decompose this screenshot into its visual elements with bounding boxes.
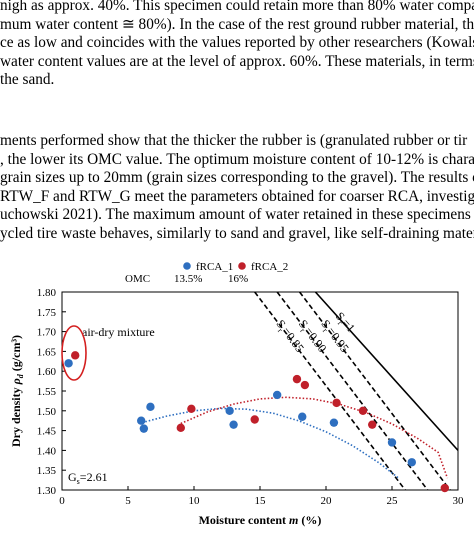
legend-marker-series-1 bbox=[183, 262, 191, 270]
text-line: , the lower its OMC value. The optimum m… bbox=[0, 150, 474, 168]
x-tick-label: 15 bbox=[255, 495, 267, 507]
text-line: mum water content ≅ 80%). In the case of… bbox=[0, 15, 474, 33]
legend-label-series-1: fRCA_1 bbox=[196, 261, 233, 273]
y-tick-label: 1.60 bbox=[37, 366, 57, 378]
x-tick-label: 20 bbox=[321, 495, 333, 507]
x-axis-title: Moisture content m (%) bbox=[199, 513, 322, 527]
text-line: ments performed show that the thicker th… bbox=[0, 132, 468, 149]
saturation-line bbox=[254, 291, 406, 491]
data-point-series-2 bbox=[292, 374, 302, 384]
data-point-series-2 bbox=[332, 398, 341, 408]
saturation-line bbox=[276, 291, 429, 491]
plot-area bbox=[61, 291, 459, 491]
legend-label-series-2: fRCA_2 bbox=[251, 261, 288, 273]
data-point-series-1 bbox=[146, 402, 155, 412]
omc-value-series-2: 16% bbox=[228, 273, 248, 285]
text-line: RTW_F and RTW_G meet the parameters obta… bbox=[0, 187, 474, 205]
y-tick-label: 1.50 bbox=[37, 406, 57, 418]
trend-lines bbox=[138, 396, 449, 479]
data-point-series-1 bbox=[329, 418, 339, 427]
data-point-series-2 bbox=[358, 406, 368, 415]
data-point-series-2 bbox=[176, 423, 185, 433]
data-point-series-2 bbox=[187, 404, 196, 414]
text-line: the sand. bbox=[0, 71, 55, 88]
specific-gravity-label: Gs=2.61 bbox=[68, 470, 108, 486]
data-point-series-2 bbox=[71, 351, 80, 360]
data-point-series-1 bbox=[137, 416, 146, 425]
data-point-series-1 bbox=[387, 438, 397, 447]
data-point-series-1 bbox=[229, 420, 238, 429]
data-point-series-1 bbox=[298, 412, 307, 421]
x-tick-label: 10 bbox=[189, 495, 201, 507]
y-tick-label: 1.55 bbox=[37, 386, 57, 398]
omc-label: OMC bbox=[125, 273, 150, 285]
paragraph-top: nigh as approx. 40%. This specimen could… bbox=[0, 0, 474, 90]
paragraph-middle: ments performed show that the thicker th… bbox=[0, 132, 474, 243]
y-tick-label: 1.65 bbox=[37, 346, 57, 358]
x-tick-label: 30 bbox=[453, 495, 465, 507]
y-tick-label: 1.30 bbox=[37, 485, 57, 497]
saturation-line bbox=[298, 291, 451, 491]
air-dry-label: air-dry mixture bbox=[82, 325, 155, 339]
x-tick-label: 0 bbox=[59, 495, 65, 507]
y-tick-label: 1.35 bbox=[37, 465, 57, 477]
data-point-series-1 bbox=[139, 424, 149, 433]
text-line: water content values are at the level of… bbox=[0, 52, 474, 70]
omc-value-series-1: 13.5% bbox=[174, 273, 202, 285]
legend-marker-series-2 bbox=[238, 262, 246, 270]
data-points bbox=[64, 351, 449, 493]
y-tick-label: 1.45 bbox=[37, 426, 57, 438]
legend: fRCA_1 fRCA_2 OMC 13.5% 16% bbox=[125, 261, 288, 285]
saturation-line-label: Sr=1 bbox=[331, 309, 358, 336]
y-axis-title: Dry density ρd (g/cm³) bbox=[9, 335, 25, 447]
text-line: uchowski 2021). The maximum amount of wa… bbox=[0, 206, 474, 223]
data-point-series-1 bbox=[64, 359, 73, 368]
data-point-series-2 bbox=[250, 415, 259, 424]
data-point-series-2 bbox=[368, 420, 377, 429]
x-tick-label: 25 bbox=[387, 495, 399, 507]
trend-line-series-2 bbox=[180, 396, 449, 479]
y-tick-label: 1.40 bbox=[37, 445, 57, 457]
air-dry-ellipse bbox=[61, 325, 87, 381]
data-point-series-2 bbox=[300, 380, 310, 390]
text-line: nigh as approx. 40%. This specimen could… bbox=[0, 0, 474, 14]
data-point-series-2 bbox=[440, 483, 449, 493]
data-point-series-1 bbox=[272, 390, 282, 400]
data-point-series-1 bbox=[407, 458, 416, 467]
x-tick-label: 5 bbox=[125, 495, 131, 507]
text-line: ycled tire waste behaves, similarly to s… bbox=[0, 224, 474, 242]
y-tick-label: 1.80 bbox=[37, 287, 57, 299]
saturation-line bbox=[314, 291, 459, 451]
axes: 0 5 10 15 20 25 30 1.30 1.35 1.40 1.45 1.50 1.55 1.60… bbox=[37, 287, 464, 507]
text-line: ce as low and coincides with the values … bbox=[0, 34, 474, 51]
trend-line-series-1 bbox=[138, 407, 400, 479]
data-point-series-1 bbox=[225, 406, 234, 415]
y-tick-label: 1.75 bbox=[37, 307, 57, 319]
text-line: grain sizes up to 20mm (grain sizes corr… bbox=[0, 169, 474, 186]
y-tick-label: 1.70 bbox=[37, 327, 57, 339]
